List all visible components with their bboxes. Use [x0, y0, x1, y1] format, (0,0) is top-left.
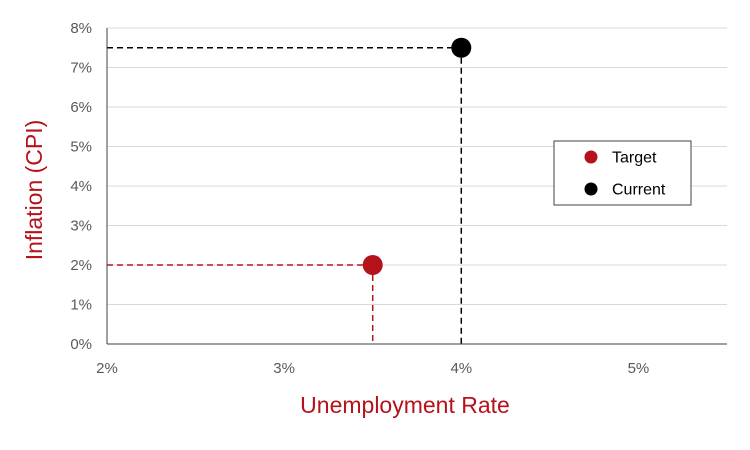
x-tick-label: 2% [96, 360, 118, 377]
y-tick-label: 2% [70, 257, 92, 274]
x-tick-label: 5% [628, 360, 650, 377]
legend-marker-target [584, 150, 598, 164]
x-tick-label: 4% [450, 360, 472, 377]
point-current [451, 37, 472, 58]
x-tick-label: 3% [273, 360, 295, 377]
y-tick-label: 7% [70, 60, 92, 77]
x-tick-labels: 2% 3% 4% 5% [96, 360, 649, 377]
legend-marker-current [584, 182, 598, 196]
y-tick-label: 8% [70, 20, 92, 37]
y-tick-label: 4% [70, 178, 92, 195]
guide-lines [107, 47, 463, 344]
y-tick-label: 3% [70, 218, 92, 235]
y-tick-labels: 0% 1% 2% 3% 4% 5% 6% 7% 8% [70, 20, 92, 353]
y-axis-title: Inflation (CPI) [21, 120, 47, 261]
x-axis-title: Unemployment Rate [300, 392, 510, 418]
axes [106, 28, 727, 345]
y-tick-label: 5% [70, 139, 92, 156]
legend-box [553, 140, 692, 206]
y-tick-label: 0% [70, 336, 92, 353]
legend-label-current: Current [612, 182, 666, 199]
legend-label-target: Target [612, 150, 657, 167]
legend: Target Current [553, 140, 692, 206]
y-tick-label: 1% [70, 297, 92, 314]
point-target [362, 255, 383, 275]
y-tick-label: 6% [70, 99, 92, 116]
data-points [362, 37, 472, 275]
